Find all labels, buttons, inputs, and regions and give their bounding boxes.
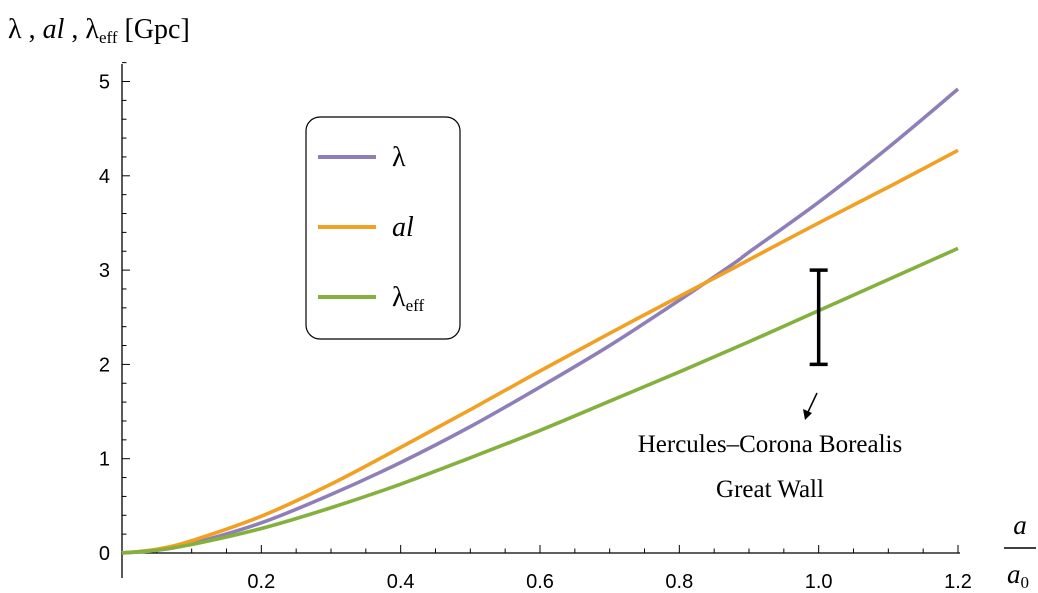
legend: λ al λeff xyxy=(305,116,461,340)
y-tick-label: 3 xyxy=(99,260,110,282)
annotation-arrowhead xyxy=(803,409,812,420)
legend-label-lambda-eff: λeff xyxy=(392,282,424,315)
x-tick-label: 1.0 xyxy=(805,571,833,593)
x-label-denominator: a0 xyxy=(1007,559,1029,592)
legend-label-al: al xyxy=(392,212,414,243)
annotation-line-1: Hercules–Corona Borealis xyxy=(638,431,903,458)
x-axis-label: a a0 xyxy=(1004,510,1036,592)
y-tick-label: 2 xyxy=(99,354,110,376)
series-line-al xyxy=(121,148,959,555)
x-tick-label: 0.2 xyxy=(247,571,275,593)
annotation-line-2: Great Wall xyxy=(716,476,824,503)
y-tick-label: 4 xyxy=(99,166,110,188)
x-tick-label: 0.4 xyxy=(387,571,415,593)
x-tick-label: 1.2 xyxy=(944,571,972,593)
legend-frame xyxy=(305,116,461,340)
annotation: Hercules–Corona Borealis Great Wall xyxy=(638,392,903,503)
x-tick-label: 0.8 xyxy=(665,571,693,593)
x-tick-label: 0.6 xyxy=(526,571,554,593)
legend-label-lambda: λ xyxy=(392,142,406,173)
y-axis-label: λ , al , λeff [Gpc] xyxy=(8,14,190,47)
y-tick-label: 5 xyxy=(99,72,110,94)
y-tick-label: 1 xyxy=(99,449,110,471)
series-line-lambda xyxy=(121,87,960,555)
y-tick-label: 0 xyxy=(99,543,110,565)
series-line-lambda-eff xyxy=(121,246,959,555)
x-label-numerator: a xyxy=(1013,510,1027,540)
annotation-arrow-line xyxy=(807,392,818,413)
